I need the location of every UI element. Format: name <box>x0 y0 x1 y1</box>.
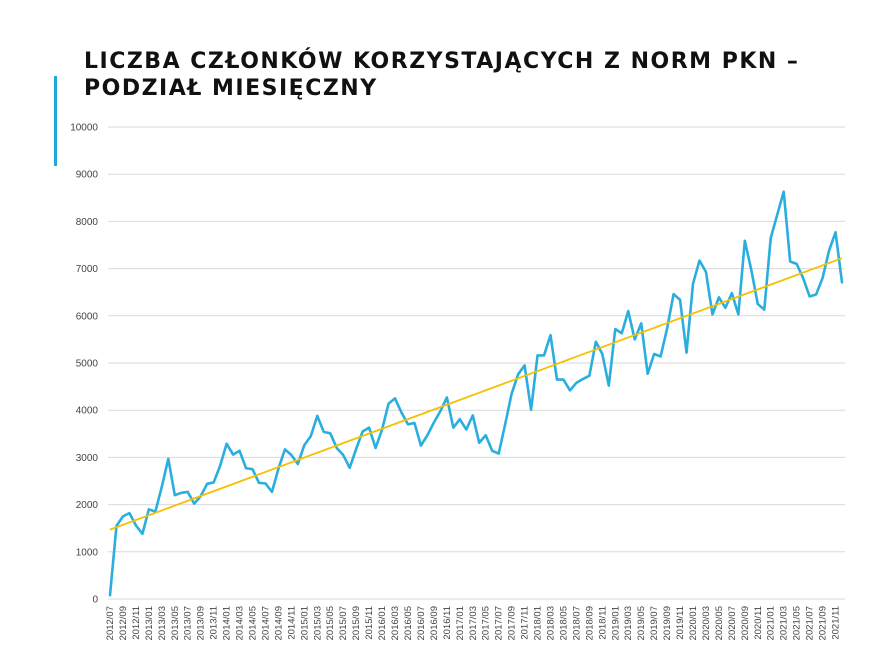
x-tick-label: 2016/11 <box>442 606 453 640</box>
x-tick-label: 2019/05 <box>636 606 647 640</box>
y-tick-label: 4000 <box>76 406 99 417</box>
x-tick-label: 2016/01 <box>377 606 388 640</box>
x-tick-label: 2020/05 <box>714 606 725 640</box>
trend-line <box>109 257 843 531</box>
x-tick-label: 2020/01 <box>688 606 699 640</box>
x-tick-label: 2017/05 <box>481 606 492 640</box>
x-tick-label: 2020/11 <box>753 606 764 640</box>
title-line-2: PODZIAŁ MIESIĘCZNY <box>84 76 378 101</box>
x-tick-label: 2014/03 <box>235 606 246 640</box>
x-tick-label: 2013/11 <box>209 606 220 640</box>
x-tick-label: 2018/11 <box>597 606 608 640</box>
x-tick-label: 2013/01 <box>144 606 155 640</box>
x-tick-label: 2012/11 <box>131 606 142 640</box>
y-tick-label: 10000 <box>70 123 98 134</box>
x-tick-label: 2017/11 <box>520 606 531 640</box>
x-tick-label: 2021/05 <box>792 606 803 640</box>
x-tick-label: 2021/07 <box>805 606 816 640</box>
x-tick-label: 2015/07 <box>338 606 349 640</box>
y-tick-label: 5000 <box>76 359 99 370</box>
x-tick-label: 2014/09 <box>273 606 284 640</box>
x-tick-label: 2017/03 <box>468 606 479 640</box>
x-tick-label: 2018/07 <box>571 606 582 640</box>
x-tick-label: 2021/03 <box>779 606 790 640</box>
x-tick-label: 2015/09 <box>351 606 362 640</box>
x-tick-label: 2014/11 <box>286 606 297 640</box>
x-tick-label: 2017/01 <box>455 606 466 640</box>
x-tick-label: 2016/07 <box>416 606 427 640</box>
x-tick-label: 2021/09 <box>818 606 829 640</box>
x-tick-label: 2017/09 <box>507 606 518 640</box>
x-tick-label: 2019/07 <box>649 606 660 640</box>
x-axis-ticks: 2012/07 2012/09 2012/11 2013/01 2013/03 2013/… <box>105 606 842 640</box>
x-tick-label: 2015/01 <box>299 606 310 640</box>
x-tick-label: 2019/09 <box>662 606 673 640</box>
y-tick-label: 1000 <box>76 547 99 558</box>
title-line-1: LICZBA CZŁONKÓW KORZYSTAJĄCYCH Z NORM PK… <box>84 49 800 74</box>
x-tick-label: 2018/05 <box>558 606 569 640</box>
y-axis-ticks: 0 1000 2000 3000 4000 5000 6000 7000 8000 9000 100… <box>70 123 98 606</box>
y-tick-label: 0 <box>92 595 98 606</box>
x-tick-label: 2013/09 <box>196 606 207 640</box>
y-tick-label: 7000 <box>76 264 99 275</box>
x-tick-label: 2015/11 <box>364 606 375 640</box>
y-tick-label: 3000 <box>76 453 99 464</box>
x-tick-label: 2015/03 <box>312 606 323 640</box>
x-tick-label: 2013/03 <box>157 606 168 640</box>
x-tick-label: 2018/01 <box>533 606 544 640</box>
page-title: LICZBA CZŁONKÓW KORZYSTAJĄCYCH Z NORM PK… <box>84 48 799 102</box>
x-tick-label: 2013/07 <box>183 606 194 640</box>
accent-bar <box>54 76 57 166</box>
y-tick-label: 8000 <box>76 217 99 228</box>
y-tick-label: 2000 <box>76 500 99 511</box>
x-tick-label: 2021/01 <box>766 606 777 640</box>
x-tick-label: 2014/07 <box>260 606 271 640</box>
x-tick-label: 2019/03 <box>623 606 634 640</box>
x-tick-label: 2021/11 <box>831 606 842 640</box>
x-tick-label: 2020/03 <box>701 606 712 640</box>
x-tick-label: 2020/09 <box>740 606 751 640</box>
x-tick-label: 2013/05 <box>170 606 181 640</box>
y-tick-label: 6000 <box>76 311 99 322</box>
x-tick-label: 2014/01 <box>222 606 233 640</box>
x-tick-label: 2020/07 <box>727 606 738 640</box>
x-tick-label: 2012/09 <box>118 606 129 640</box>
x-tick-label: 2016/05 <box>403 606 414 640</box>
x-tick-label: 2018/09 <box>584 606 595 640</box>
x-tick-label: 2015/05 <box>325 606 336 640</box>
grid-lines <box>108 126 845 600</box>
x-tick-label: 2016/03 <box>390 606 401 640</box>
x-tick-label: 2014/05 <box>248 606 259 640</box>
x-tick-label: 2017/07 <box>494 606 505 640</box>
y-tick-label: 9000 <box>76 170 99 181</box>
x-tick-label: 2018/03 <box>545 606 556 640</box>
x-tick-label: 2012/07 <box>105 606 116 640</box>
x-tick-label: 2016/09 <box>429 606 440 640</box>
x-tick-label: 2019/01 <box>610 606 621 640</box>
x-tick-label: 2019/11 <box>675 606 686 640</box>
series-line <box>108 190 844 597</box>
